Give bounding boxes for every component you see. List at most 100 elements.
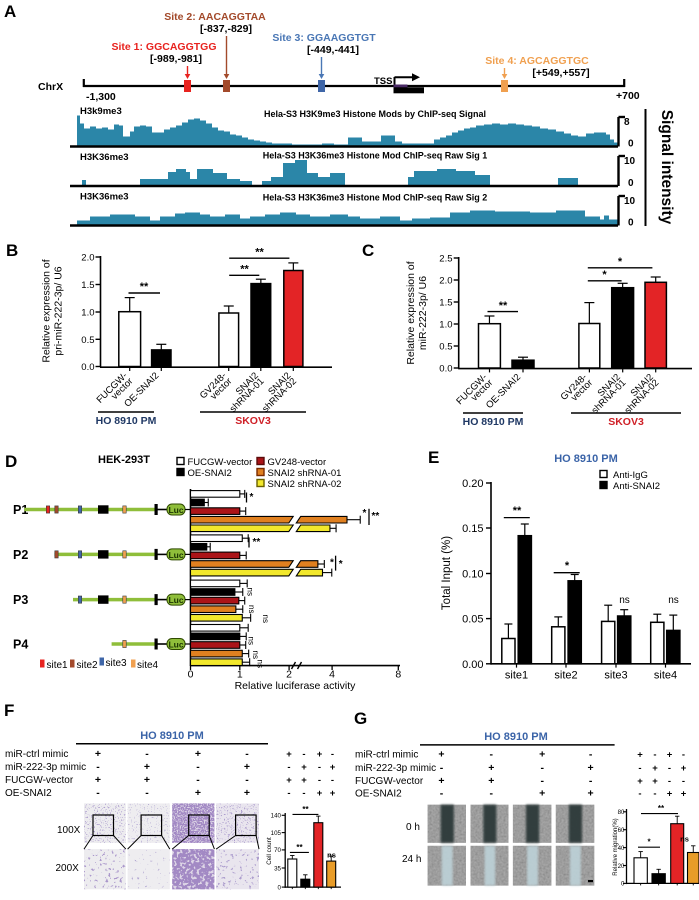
svg-text:0: 0 bbox=[628, 218, 634, 229]
svg-text:4: 4 bbox=[329, 669, 335, 681]
svg-text:+: + bbox=[539, 787, 545, 799]
svg-text:-: - bbox=[682, 776, 685, 787]
svg-text:Relative luciferase activity: Relative luciferase activity bbox=[235, 680, 357, 692]
svg-text:-: - bbox=[682, 749, 685, 760]
svg-text:OE-SNAI2: OE-SNAI2 bbox=[355, 788, 402, 799]
svg-text:ns: ns bbox=[247, 605, 256, 613]
svg-text:1: 1 bbox=[237, 669, 243, 681]
svg-text:Cell count: Cell count bbox=[266, 837, 273, 865]
svg-text:-: - bbox=[589, 775, 593, 787]
svg-text:[+549,+557]: [+549,+557] bbox=[532, 67, 589, 79]
svg-text:HO 8910 PM: HO 8910 PM bbox=[463, 416, 524, 428]
svg-text:0.05: 0.05 bbox=[462, 614, 483, 626]
svg-text:Total Input (%): Total Input (%) bbox=[441, 536, 453, 610]
svg-text:HO 8910 PM: HO 8910 PM bbox=[484, 731, 548, 743]
svg-text:D: D bbox=[5, 452, 17, 471]
svg-text:TSS: TSS bbox=[374, 76, 392, 87]
svg-text:0: 0 bbox=[628, 139, 634, 150]
svg-text:Relative expression of: Relative expression of bbox=[405, 261, 417, 364]
svg-text:+: + bbox=[681, 788, 687, 799]
svg-text:miR-222-3p mimic: miR-222-3p mimic bbox=[5, 762, 86, 773]
svg-text:+: + bbox=[95, 748, 101, 760]
svg-text:0.15: 0.15 bbox=[462, 523, 483, 535]
svg-text:0.0: 0.0 bbox=[81, 362, 94, 373]
svg-text:-: - bbox=[589, 748, 593, 760]
svg-text:8: 8 bbox=[395, 669, 401, 681]
svg-text:+: + bbox=[195, 787, 201, 799]
svg-text:ns: ns bbox=[619, 595, 630, 606]
svg-text:HO 8910 PM: HO 8910 PM bbox=[140, 730, 204, 742]
svg-text:H3K36me3: H3K36me3 bbox=[80, 192, 129, 203]
svg-text:Relative expression of: Relative expression of bbox=[41, 259, 53, 362]
svg-text:site4: site4 bbox=[654, 670, 677, 682]
svg-text:-: - bbox=[302, 749, 305, 760]
svg-text:+: + bbox=[317, 788, 323, 799]
svg-text:0: 0 bbox=[188, 669, 194, 681]
svg-text:70: 70 bbox=[274, 847, 281, 854]
svg-text:0: 0 bbox=[621, 881, 625, 888]
svg-text:P2: P2 bbox=[13, 548, 28, 562]
svg-text:*: * bbox=[250, 492, 254, 503]
svg-text:[-989,-981]: [-989,-981] bbox=[150, 53, 202, 65]
svg-text:-: - bbox=[490, 748, 494, 760]
svg-text:[-449,-441]: [-449,-441] bbox=[307, 44, 359, 56]
svg-text:+: + bbox=[588, 762, 594, 774]
svg-text:**: ** bbox=[253, 537, 261, 548]
svg-text:*: * bbox=[330, 558, 334, 569]
svg-text:FUCGW-vector: FUCGW-vector bbox=[355, 776, 424, 787]
svg-text:Site 1: GGCAGGTGG: Site 1: GGCAGGTGG bbox=[111, 41, 216, 53]
svg-text:Luc: Luc bbox=[168, 550, 183, 560]
svg-text:40: 40 bbox=[618, 845, 625, 852]
svg-text:100X: 100X bbox=[57, 825, 81, 836]
svg-text:0: 0 bbox=[628, 178, 634, 189]
svg-text:*: * bbox=[363, 508, 367, 519]
svg-text:0 h: 0 h bbox=[406, 822, 420, 833]
svg-text:-: - bbox=[540, 762, 544, 774]
svg-text:*: * bbox=[602, 269, 607, 281]
svg-text:+: + bbox=[667, 749, 673, 760]
svg-text:-: - bbox=[331, 749, 334, 760]
svg-text:G: G bbox=[354, 709, 367, 728]
svg-text:**: ** bbox=[296, 843, 303, 852]
svg-text:+: + bbox=[438, 775, 444, 787]
svg-text:10: 10 bbox=[624, 156, 636, 167]
svg-text:-: - bbox=[318, 775, 321, 786]
svg-text:+: + bbox=[652, 763, 658, 774]
svg-text:site3: site3 bbox=[604, 670, 627, 682]
svg-text:GV248-vector: GV248-vector bbox=[268, 457, 327, 468]
svg-text:C: C bbox=[362, 241, 374, 260]
svg-text:+: + bbox=[301, 762, 307, 773]
svg-text:ns: ns bbox=[680, 835, 689, 844]
svg-text:1.5: 1.5 bbox=[81, 280, 94, 291]
svg-text:+: + bbox=[637, 749, 643, 760]
svg-text:10: 10 bbox=[624, 196, 636, 207]
svg-text:P3: P3 bbox=[13, 593, 28, 607]
svg-text:+: + bbox=[144, 761, 150, 773]
svg-text:8: 8 bbox=[624, 117, 630, 128]
svg-text:ns: ns bbox=[261, 615, 270, 623]
svg-text:HEK-293T: HEK-293T bbox=[98, 454, 150, 466]
svg-text:-: - bbox=[196, 774, 200, 786]
svg-text:+: + bbox=[588, 787, 594, 799]
svg-text:site4: site4 bbox=[137, 660, 159, 671]
svg-text:-: - bbox=[440, 762, 444, 774]
svg-text:Luc: Luc bbox=[168, 640, 183, 650]
svg-text:0.0: 0.0 bbox=[439, 364, 452, 375]
svg-text:+: + bbox=[488, 762, 494, 774]
svg-text:SNAI2 shRNA-02: SNAI2 shRNA-02 bbox=[268, 479, 342, 490]
svg-text:**: ** bbox=[513, 505, 522, 517]
svg-text:E: E bbox=[428, 448, 439, 467]
svg-text:miR-222-3p mimic: miR-222-3p mimic bbox=[355, 763, 436, 774]
svg-text:0.00: 0.00 bbox=[462, 659, 483, 671]
svg-text:+: + bbox=[95, 774, 101, 786]
svg-text:OE-SNAI2: OE-SNAI2 bbox=[188, 468, 232, 479]
svg-text:site2: site2 bbox=[554, 670, 577, 682]
svg-text:miR-ctrl mimic: miR-ctrl mimic bbox=[355, 749, 418, 760]
svg-text:-: - bbox=[653, 749, 656, 760]
svg-text:0.10: 0.10 bbox=[462, 569, 483, 581]
svg-text:HO 8910 PM: HO 8910 PM bbox=[96, 415, 157, 427]
svg-text:+: + bbox=[681, 763, 687, 774]
svg-text:-: - bbox=[331, 775, 334, 786]
svg-text:F: F bbox=[4, 701, 14, 720]
svg-text:*: * bbox=[618, 256, 623, 268]
